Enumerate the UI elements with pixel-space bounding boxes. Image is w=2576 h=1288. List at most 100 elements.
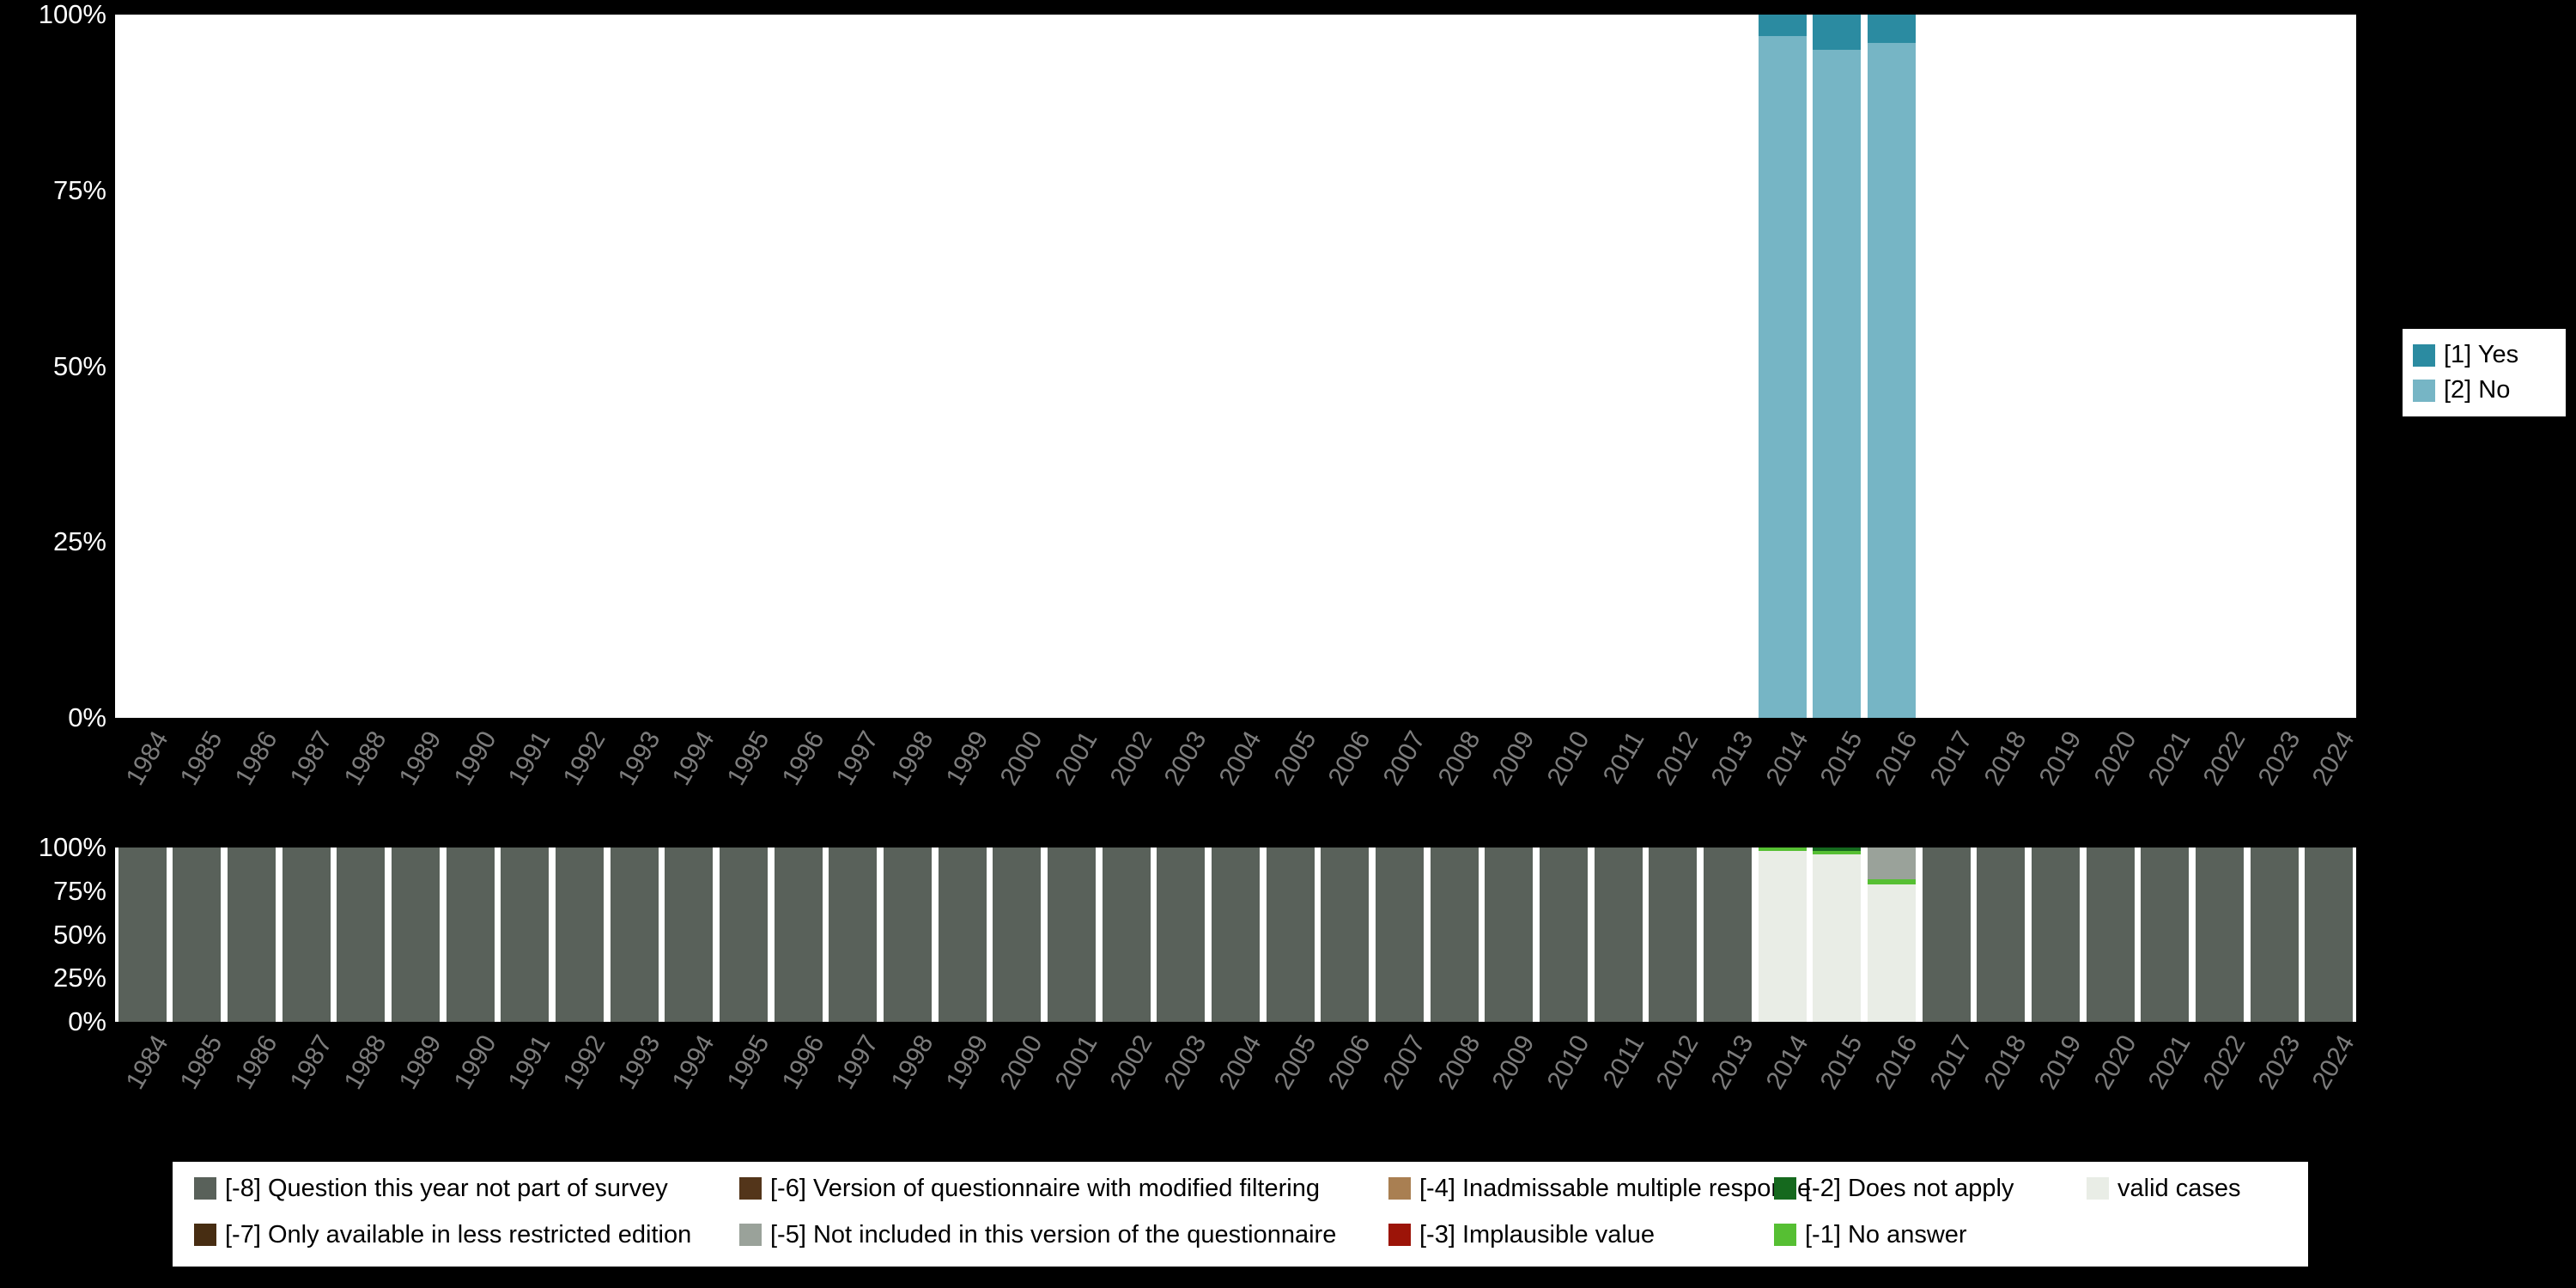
bar-segment xyxy=(774,848,823,1022)
bar-segment xyxy=(1758,35,1807,718)
legend-label: [-1] No answer xyxy=(1805,1220,1967,1249)
legend-entry: [-7] Only available in less restricted e… xyxy=(194,1220,691,1249)
legend-swatch xyxy=(739,1224,762,1246)
legend-entry: [2] No xyxy=(2413,376,2555,404)
bar-segment xyxy=(665,848,714,1022)
x-axis-year-label: 2024 xyxy=(2306,1030,2360,1095)
legend-label: [-7] Only available in less restricted e… xyxy=(225,1220,692,1249)
x-axis-year-label: 1998 xyxy=(885,1030,939,1095)
x-axis-year-label: 2004 xyxy=(1213,1030,1267,1095)
x-axis-year-label: 2017 xyxy=(1924,726,1978,791)
legend-entry: [-4] Inadmissable multiple response xyxy=(1388,1174,1811,1203)
x-axis-year-label: 2014 xyxy=(1760,1030,1814,1095)
legend-label: [-8] Question this year not part of surv… xyxy=(225,1174,668,1202)
x-axis-year-label: 2024 xyxy=(2306,726,2360,791)
y-axis-tick-label: 100% xyxy=(38,0,106,29)
x-axis-year-label: 2006 xyxy=(1322,1030,1376,1095)
bar-segment xyxy=(1813,854,1862,1022)
bar-segment xyxy=(1266,848,1315,1022)
x-axis-year-label: 1994 xyxy=(667,726,720,791)
x-axis-year-label: 1992 xyxy=(557,726,611,791)
x-axis-year-label: 1984 xyxy=(120,726,174,791)
legend-label: [-5] Not included in this version of the… xyxy=(770,1220,1337,1249)
bar-segment xyxy=(392,848,440,1022)
legend-swatch xyxy=(1388,1224,1411,1246)
x-axis-year-label: 1996 xyxy=(776,726,830,791)
legend-swatch xyxy=(739,1177,762,1200)
bar-segment xyxy=(720,848,769,1022)
bar-segment xyxy=(118,848,167,1022)
legend-entry: [1] Yes xyxy=(2413,341,2555,369)
bar-segment xyxy=(1922,848,1971,1022)
x-axis-year-label: 2002 xyxy=(1104,1030,1158,1095)
legend-entry: [-6] Version of questionnaire with modif… xyxy=(739,1174,1320,1203)
bar-segment xyxy=(1430,848,1479,1022)
bar-segment xyxy=(884,848,933,1022)
legend-swatch xyxy=(194,1224,216,1246)
x-axis-year-label: 1990 xyxy=(448,1030,502,1095)
x-axis-year-label: 2023 xyxy=(2252,1030,2306,1095)
x-axis-year-label: 1997 xyxy=(831,726,884,791)
missing-values-chart-panel xyxy=(115,848,2356,1022)
bar-segment xyxy=(993,848,1042,1022)
x-axis-year-label: 2010 xyxy=(1541,726,1595,791)
x-axis-year-label: 2021 xyxy=(2142,726,2196,791)
legend-label: [-3] Implausible value xyxy=(1419,1220,1656,1249)
x-axis-year-label: 2012 xyxy=(1650,726,1704,791)
y-axis-tick-label: 75% xyxy=(52,174,106,205)
bar-segment xyxy=(1867,848,1916,879)
x-axis-year-label: 2023 xyxy=(2252,726,2306,791)
x-axis-year-label: 1984 xyxy=(120,1030,174,1095)
x-axis-year-label: 2016 xyxy=(1869,726,1923,791)
bar-segment xyxy=(1813,848,1862,852)
x-axis-year-label: 2011 xyxy=(1597,726,1650,789)
bar-segment xyxy=(1813,15,1862,50)
legend-swatch xyxy=(1774,1177,1796,1200)
x-axis-year-label: 2020 xyxy=(2088,1030,2142,1095)
bar-segment xyxy=(1102,848,1151,1022)
bar-segment xyxy=(1157,848,1206,1022)
x-axis-year-label: 2000 xyxy=(994,1030,1048,1095)
x-axis-year-label: 2006 xyxy=(1322,726,1376,791)
bar-segment xyxy=(1867,15,1916,43)
legend-swatch xyxy=(1774,1224,1796,1246)
legend-label: [-6] Version of questionnaire with modif… xyxy=(770,1174,1320,1202)
missing-values-legend: [-8] Question this year not part of surv… xyxy=(173,1162,2308,1267)
bar-segment xyxy=(446,848,495,1022)
x-axis-year-label: 1991 xyxy=(503,1030,557,1095)
bar-segment xyxy=(1048,848,1097,1022)
bar-segment xyxy=(1649,848,1698,1022)
bar-segment xyxy=(829,848,878,1022)
bar-segment xyxy=(1212,848,1260,1022)
legend-label: valid cases xyxy=(2117,1174,2241,1202)
x-axis-year-label: 1995 xyxy=(721,726,775,791)
x-axis-year-label: 1997 xyxy=(831,1030,884,1095)
legend-entry: [-2] Does not apply xyxy=(1774,1174,2014,1203)
bar-segment xyxy=(610,848,659,1022)
x-axis-year-label: 2002 xyxy=(1104,726,1158,791)
x-axis-year-label: 2003 xyxy=(1158,726,1212,791)
x-axis-year-label: 2000 xyxy=(994,726,1048,791)
x-axis-year-label: 2008 xyxy=(1432,726,1486,791)
x-axis-year-label: 2014 xyxy=(1760,726,1814,791)
x-axis-year-label: 1994 xyxy=(667,1030,720,1095)
x-axis-year-label: 2013 xyxy=(1705,726,1759,791)
bar-segment xyxy=(1867,884,1916,1022)
legend-label: [2] No xyxy=(2444,376,2511,404)
y-axis-tick-label: 100% xyxy=(38,832,106,862)
bar-segment xyxy=(2031,848,2080,1022)
x-axis-year-label: 1993 xyxy=(612,726,666,791)
x-axis-year-label: 1995 xyxy=(721,1030,775,1095)
bar-segment xyxy=(1758,851,1807,1022)
bar-segment xyxy=(1539,848,1588,1022)
x-axis-year-label: 2001 xyxy=(1049,726,1103,791)
x-axis-year-label: 2011 xyxy=(1597,1030,1650,1093)
legend-label: [-2] Does not apply xyxy=(1805,1174,2014,1202)
x-axis-year-label: 2015 xyxy=(1814,726,1868,791)
x-axis-year-label: 2019 xyxy=(2033,726,2087,791)
y-axis-tick-label: 0% xyxy=(68,1006,106,1036)
x-axis-year-label: 1999 xyxy=(940,1030,994,1095)
legend-entry: valid cases xyxy=(2087,1174,2240,1203)
bar-segment xyxy=(1977,848,2026,1022)
y-axis-tick-label: 75% xyxy=(52,875,106,906)
